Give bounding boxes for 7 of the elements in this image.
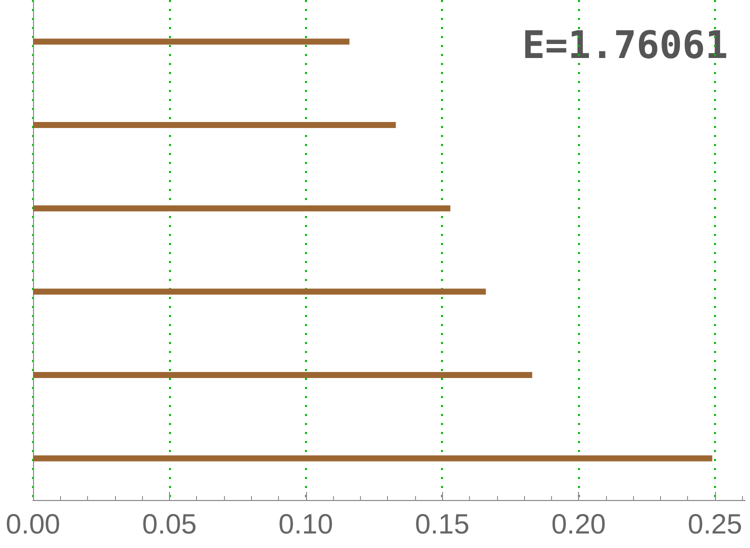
x-tick-label: 0.25 — [688, 508, 742, 540]
x-tick-label: 0.05 — [142, 508, 197, 540]
x-tick-label: 0.10 — [278, 508, 334, 540]
annotation: E=1.76061 — [522, 23, 728, 67]
x-tick-label: 0.15 — [414, 508, 470, 540]
x-tick-label: 0.00 — [6, 508, 60, 540]
x-tick-label: 0.20 — [551, 508, 606, 540]
